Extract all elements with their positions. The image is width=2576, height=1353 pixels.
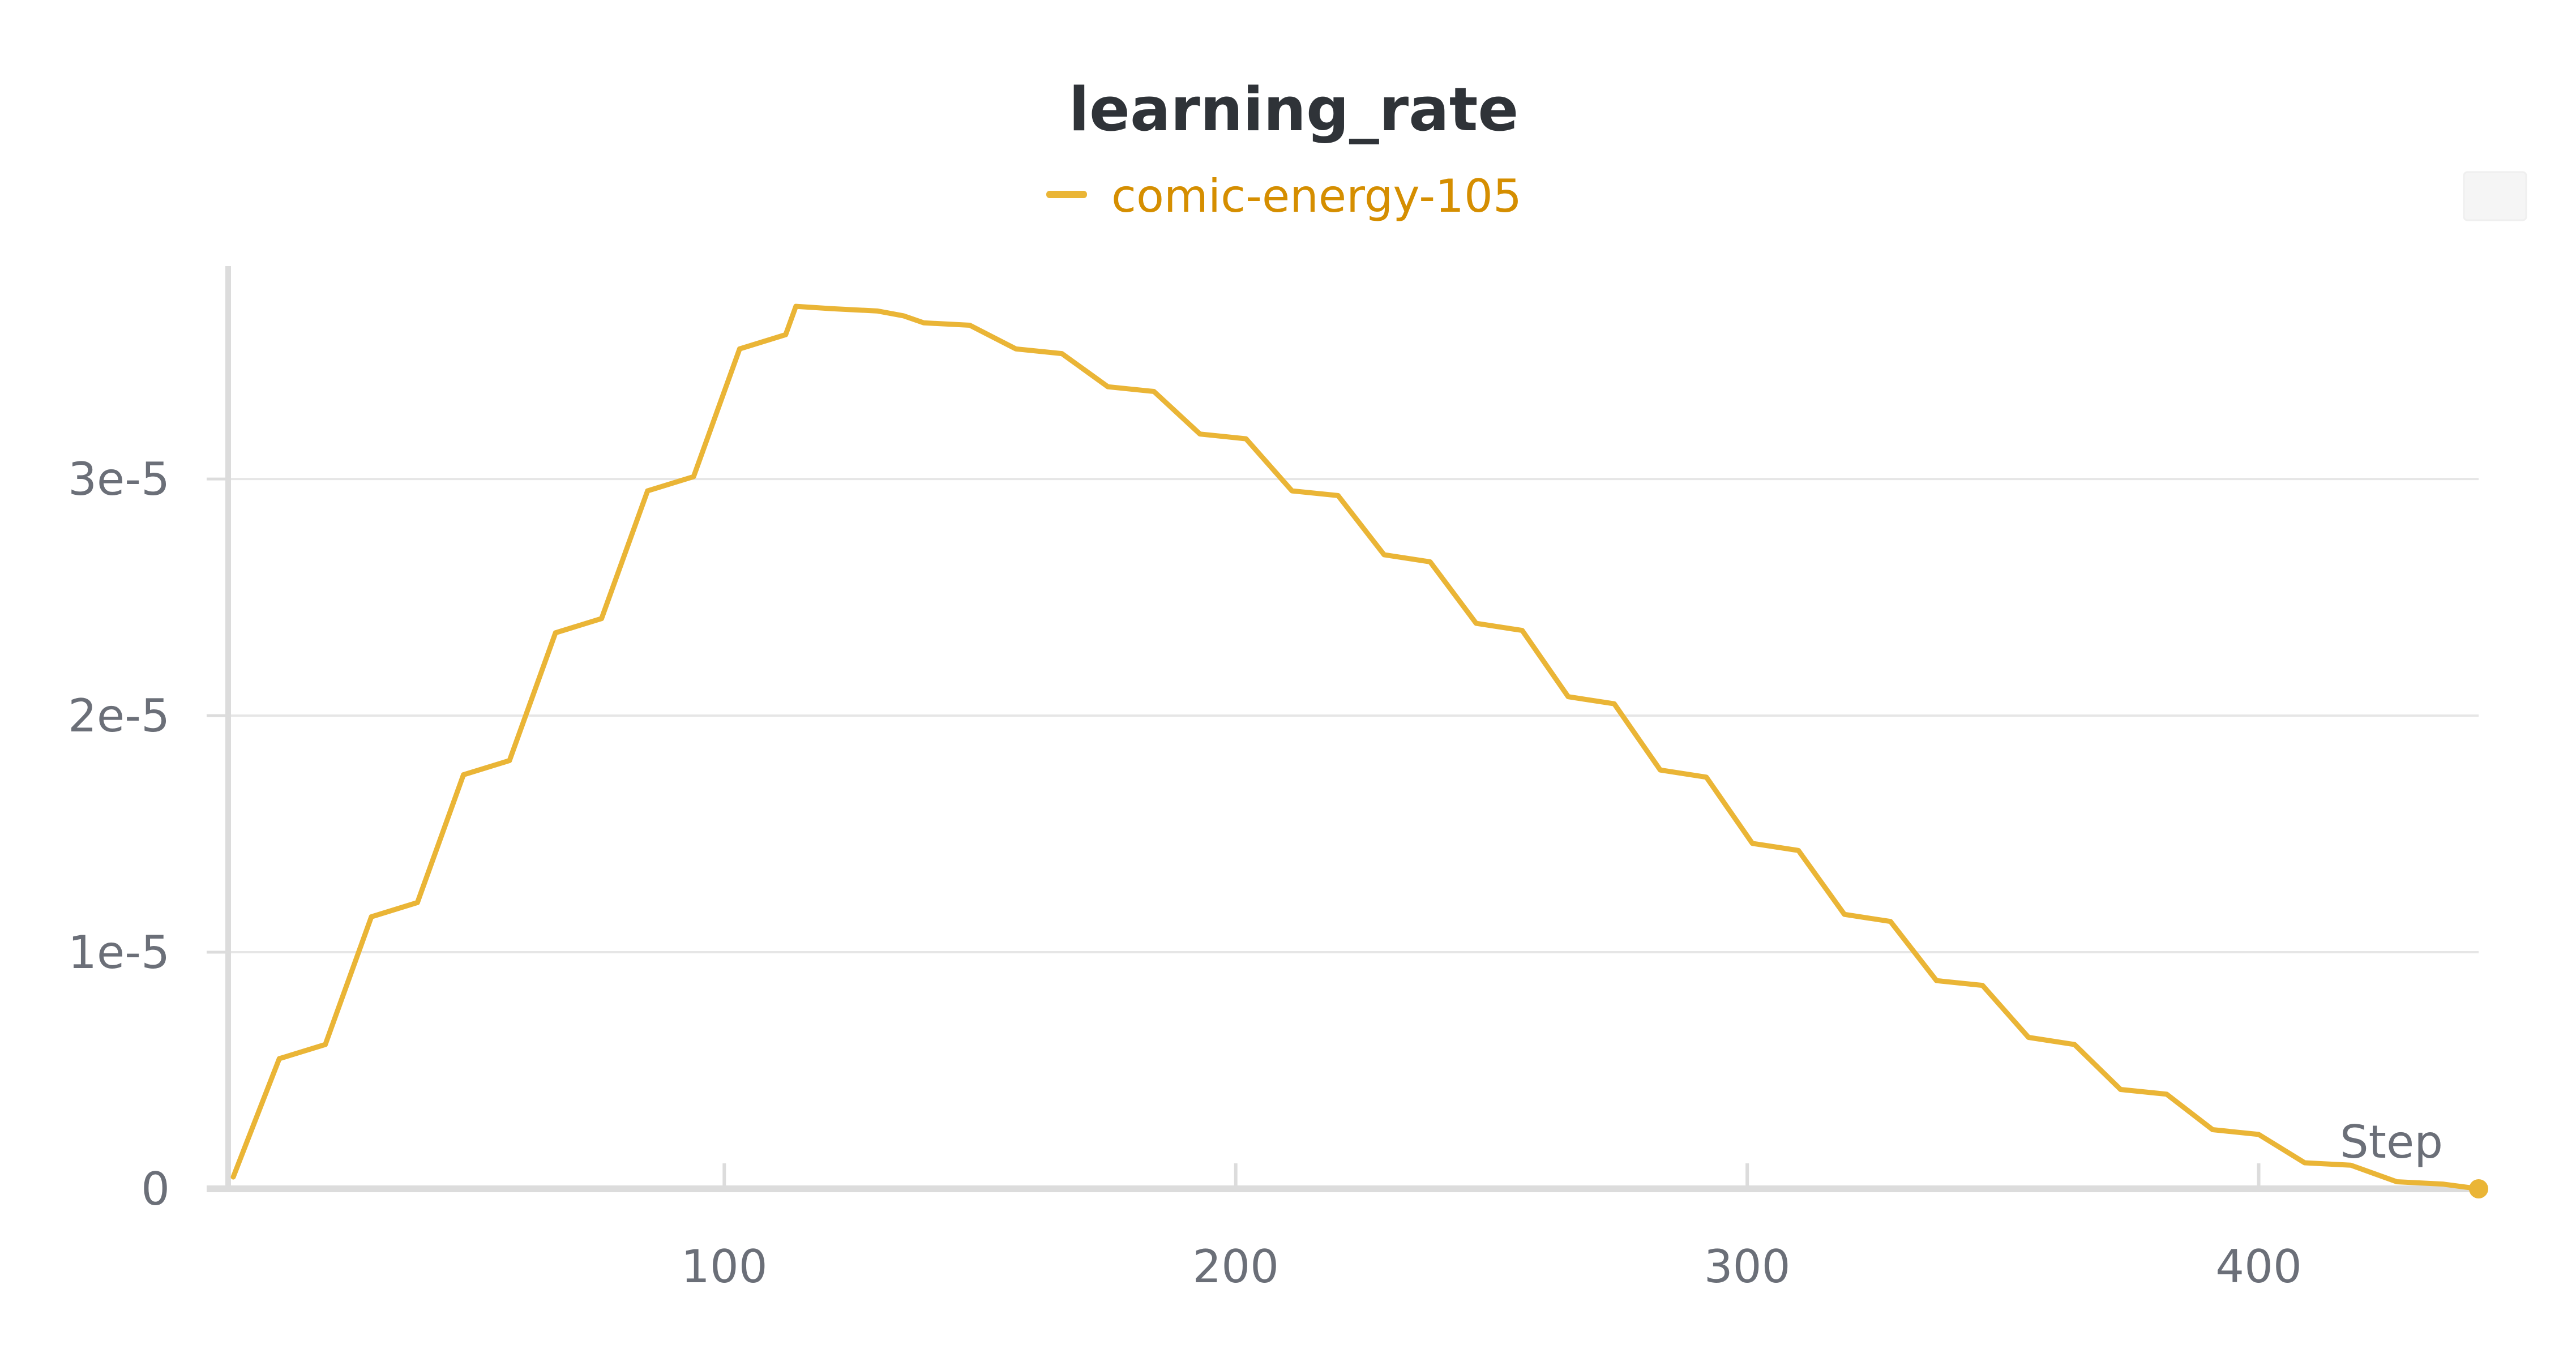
series-point-35 — [1750, 841, 1755, 846]
legend[interactable]: comic-energy-105 — [1046, 170, 1522, 222]
series-point-29 — [1474, 621, 1478, 626]
series-point-49 — [2395, 1180, 2399, 1184]
series-point-36 — [1796, 848, 1801, 853]
series-point-11 — [737, 346, 742, 351]
series-point-43 — [2119, 1087, 2123, 1092]
series-point-23 — [1198, 432, 1203, 436]
series-point-20 — [1060, 352, 1064, 356]
series-point-46 — [2257, 1132, 2261, 1137]
legend-swatch-comic-energy-105 — [1046, 191, 1087, 198]
series-point-18 — [968, 323, 972, 328]
y-tick-label-1: 1e-5 — [68, 926, 170, 979]
series-point-44 — [2164, 1092, 2169, 1097]
series-point-13 — [794, 304, 798, 309]
series-end-marker[interactable] — [2469, 1179, 2488, 1198]
series-point-28 — [1428, 559, 1432, 564]
series-line-comic-energy-105[interactable] — [230, 303, 2481, 1192]
series-point-10 — [691, 474, 696, 479]
series-point-39 — [1934, 978, 1939, 983]
series-point-50 — [2441, 1182, 2445, 1187]
chart-title: learning_rate — [1069, 75, 1519, 144]
panel-button-icon[interactable] — [2463, 171, 2527, 221]
grid-lines — [228, 478, 2479, 954]
series-point-1 — [277, 1056, 281, 1061]
series-point-26 — [1336, 493, 1340, 498]
series-point-15 — [875, 309, 880, 313]
y-tick-label-2: 2e-5 — [68, 690, 170, 742]
series-point-0 — [231, 1175, 236, 1179]
series-point-22 — [1152, 389, 1156, 394]
series-point-8 — [600, 616, 604, 621]
x-axis-label: Step — [2340, 1116, 2443, 1168]
series-point-42 — [2072, 1042, 2077, 1047]
x-axis-ticks: 100 200 300 400 — [681, 1163, 2302, 1293]
series-point-47 — [2303, 1161, 2307, 1165]
series-point-31 — [1566, 695, 1571, 699]
series-point-9 — [645, 489, 650, 493]
series-point-25 — [1290, 489, 1294, 493]
series-point-30 — [1520, 628, 1525, 633]
series-point-16 — [901, 314, 906, 318]
x-tick-label-1: 200 — [1192, 1240, 1279, 1293]
y-tick-label-3: 3e-5 — [68, 453, 170, 506]
legend-label-comic-energy-105: comic-energy-105 — [1111, 170, 1522, 222]
axes — [207, 266, 2479, 1192]
series-point-45 — [2210, 1128, 2215, 1132]
series-point-7 — [553, 631, 558, 635]
series-point-17 — [922, 320, 926, 325]
series-point-14 — [829, 306, 834, 311]
series-point-33 — [1658, 768, 1663, 772]
series-point-2 — [323, 1042, 328, 1047]
series-point-6 — [507, 759, 512, 763]
series-point-5 — [461, 773, 466, 777]
series-point-4 — [415, 900, 420, 905]
series-point-27 — [1382, 553, 1387, 557]
y-axis-ticks: 0 1e-5 2e-5 3e-5 — [68, 453, 228, 1215]
x-tick-label-2: 300 — [1704, 1240, 1791, 1293]
series-point-32 — [1612, 701, 1616, 706]
series-point-21 — [1106, 384, 1110, 389]
y-tick-label-0: 0 — [141, 1163, 170, 1215]
series-point-24 — [1244, 436, 1248, 441]
series-point-34 — [1704, 775, 1709, 780]
x-tick-label-3: 400 — [2215, 1240, 2302, 1293]
series-point-37 — [1842, 912, 1847, 917]
series-point-12 — [784, 332, 788, 337]
series-point-40 — [1980, 983, 1985, 988]
series-point-3 — [369, 914, 374, 919]
series-point-19 — [1013, 346, 1018, 351]
series-point-41 — [2026, 1035, 2031, 1040]
x-tick-label-0: 100 — [681, 1240, 768, 1293]
series-point-38 — [1888, 919, 1893, 924]
